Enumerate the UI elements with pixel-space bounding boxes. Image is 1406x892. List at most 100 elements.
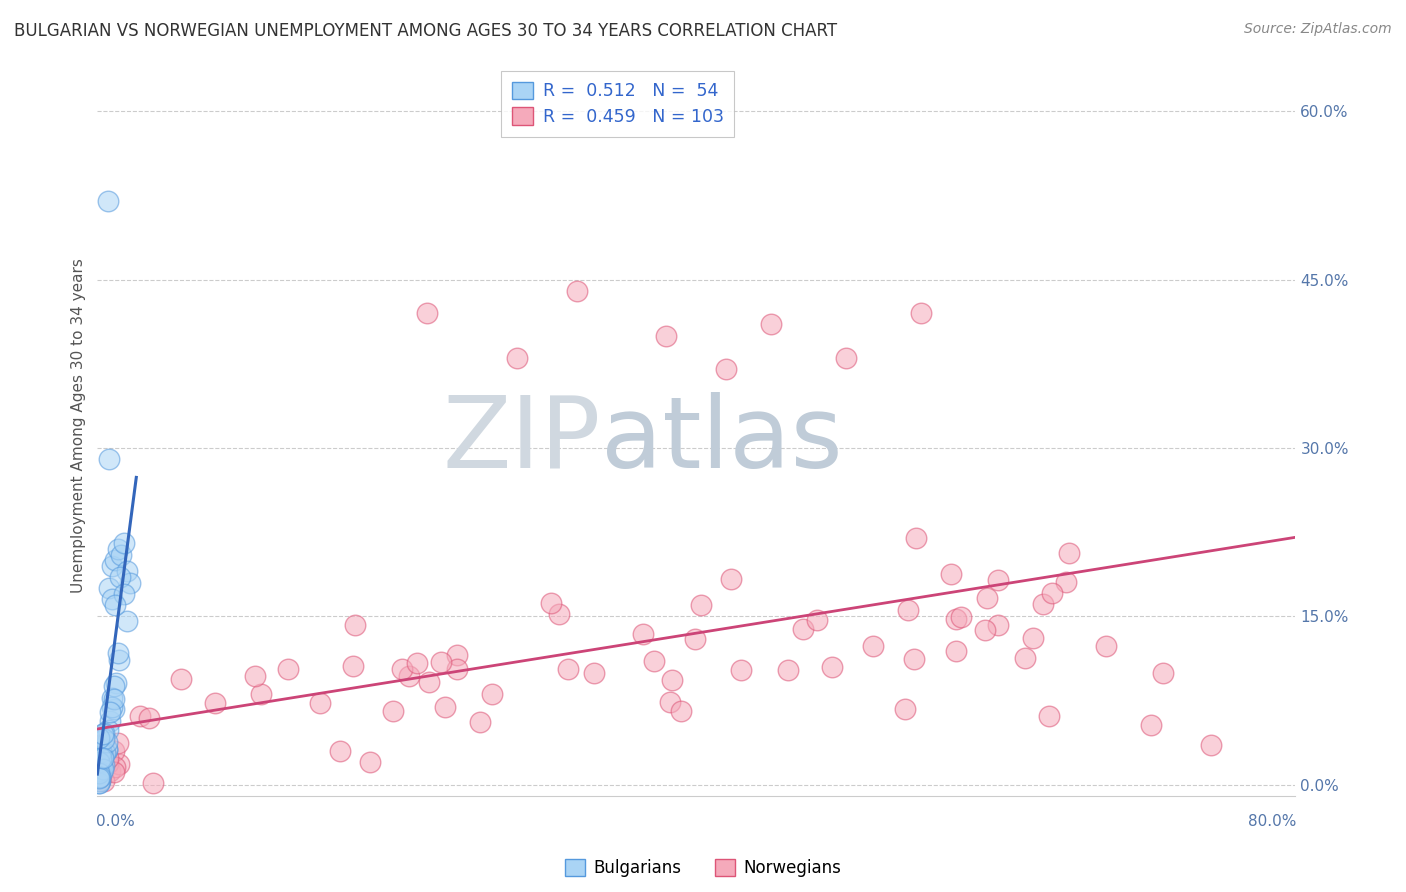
Point (893, 702, 915, 716)
Point (903, 652, 925, 666)
Point (87, 749, 110, 764)
Point (103, 765, 125, 780)
Point (974, 624, 997, 638)
Point (101, 592, 124, 607)
Point (104, 676, 127, 690)
Text: 80.0%: 80.0% (1249, 814, 1296, 830)
Point (89, 772, 111, 786)
Point (547, 607, 569, 622)
Y-axis label: Unemployment Among Ages 30 to 34 years: Unemployment Among Ages 30 to 34 years (72, 258, 86, 593)
Point (418, 675, 440, 690)
Point (93, 747, 115, 762)
Point (96, 743, 118, 757)
Point (631, 627, 654, 641)
Point (87, 776, 110, 790)
Point (821, 660, 844, 674)
Point (108, 757, 131, 772)
Point (381, 704, 404, 718)
Point (391, 662, 413, 676)
Point (107, 541, 129, 556)
Point (90, 757, 112, 772)
Point (96, 742, 118, 756)
Point (87, 755, 110, 769)
Point (108, 653, 131, 667)
Point (104, 598, 127, 612)
Point (1095, 639, 1118, 653)
Point (582, 666, 605, 681)
Point (1040, 585, 1063, 599)
Point (89, 774, 111, 789)
Point (245, 669, 267, 683)
Point (93, 758, 115, 772)
Point (778, 663, 800, 677)
Point (91, 751, 114, 765)
Point (481, 687, 503, 701)
Point (98, 705, 121, 719)
Point (716, 362, 738, 376)
Point (976, 591, 998, 605)
Point (104, 553, 127, 567)
Point (939, 566, 962, 581)
Point (90, 751, 112, 765)
Point (120, 575, 142, 590)
Point (565, 284, 588, 298)
Point (108, 570, 131, 584)
Point (761, 318, 783, 332)
Point (987, 573, 1010, 587)
Text: Source: ZipAtlas.com: Source: ZipAtlas.com (1244, 22, 1392, 37)
Point (103, 692, 125, 706)
Point (945, 644, 967, 658)
Point (792, 623, 814, 637)
Point (110, 548, 132, 562)
Point (1022, 631, 1045, 645)
Point (1152, 666, 1174, 681)
Point (117, 565, 139, 579)
Legend: R =  0.512   N =  54, R =  0.459   N = 103: R = 0.512 N = 54, R = 0.459 N = 103 (502, 71, 734, 136)
Point (98, 452, 121, 467)
Point (101, 558, 124, 573)
Point (90, 739, 112, 753)
Point (142, 776, 165, 790)
Point (905, 531, 928, 545)
Point (683, 632, 706, 647)
Point (329, 744, 352, 758)
Point (93, 758, 115, 772)
Point (91, 764, 114, 779)
Point (557, 662, 579, 676)
Point (91, 763, 114, 777)
Point (835, 351, 858, 365)
Text: ZIP: ZIP (441, 392, 600, 489)
Point (806, 613, 828, 627)
Point (87, 767, 110, 781)
Point (103, 702, 125, 716)
Point (138, 711, 160, 725)
Point (406, 656, 429, 670)
Point (103, 679, 125, 693)
Point (540, 596, 562, 610)
Point (93, 774, 115, 789)
Point (862, 640, 884, 654)
Point (277, 662, 299, 676)
Point (112, 536, 135, 550)
Point (91, 727, 114, 741)
Point (101, 700, 124, 714)
Point (87, 746, 110, 760)
Point (89, 772, 111, 787)
Point (1201, 738, 1223, 752)
Point (204, 697, 226, 711)
Point (1057, 546, 1080, 560)
Point (446, 648, 468, 662)
Point (89, 770, 111, 784)
Point (87, 745, 110, 759)
Point (309, 696, 332, 710)
Point (359, 756, 381, 770)
Point (97, 194, 120, 208)
Point (505, 351, 527, 365)
Point (87, 776, 110, 790)
Point (655, 328, 678, 343)
Point (107, 736, 129, 750)
Point (910, 306, 932, 320)
Point (1014, 651, 1036, 665)
Point (249, 687, 271, 701)
Text: atlas: atlas (600, 392, 842, 489)
